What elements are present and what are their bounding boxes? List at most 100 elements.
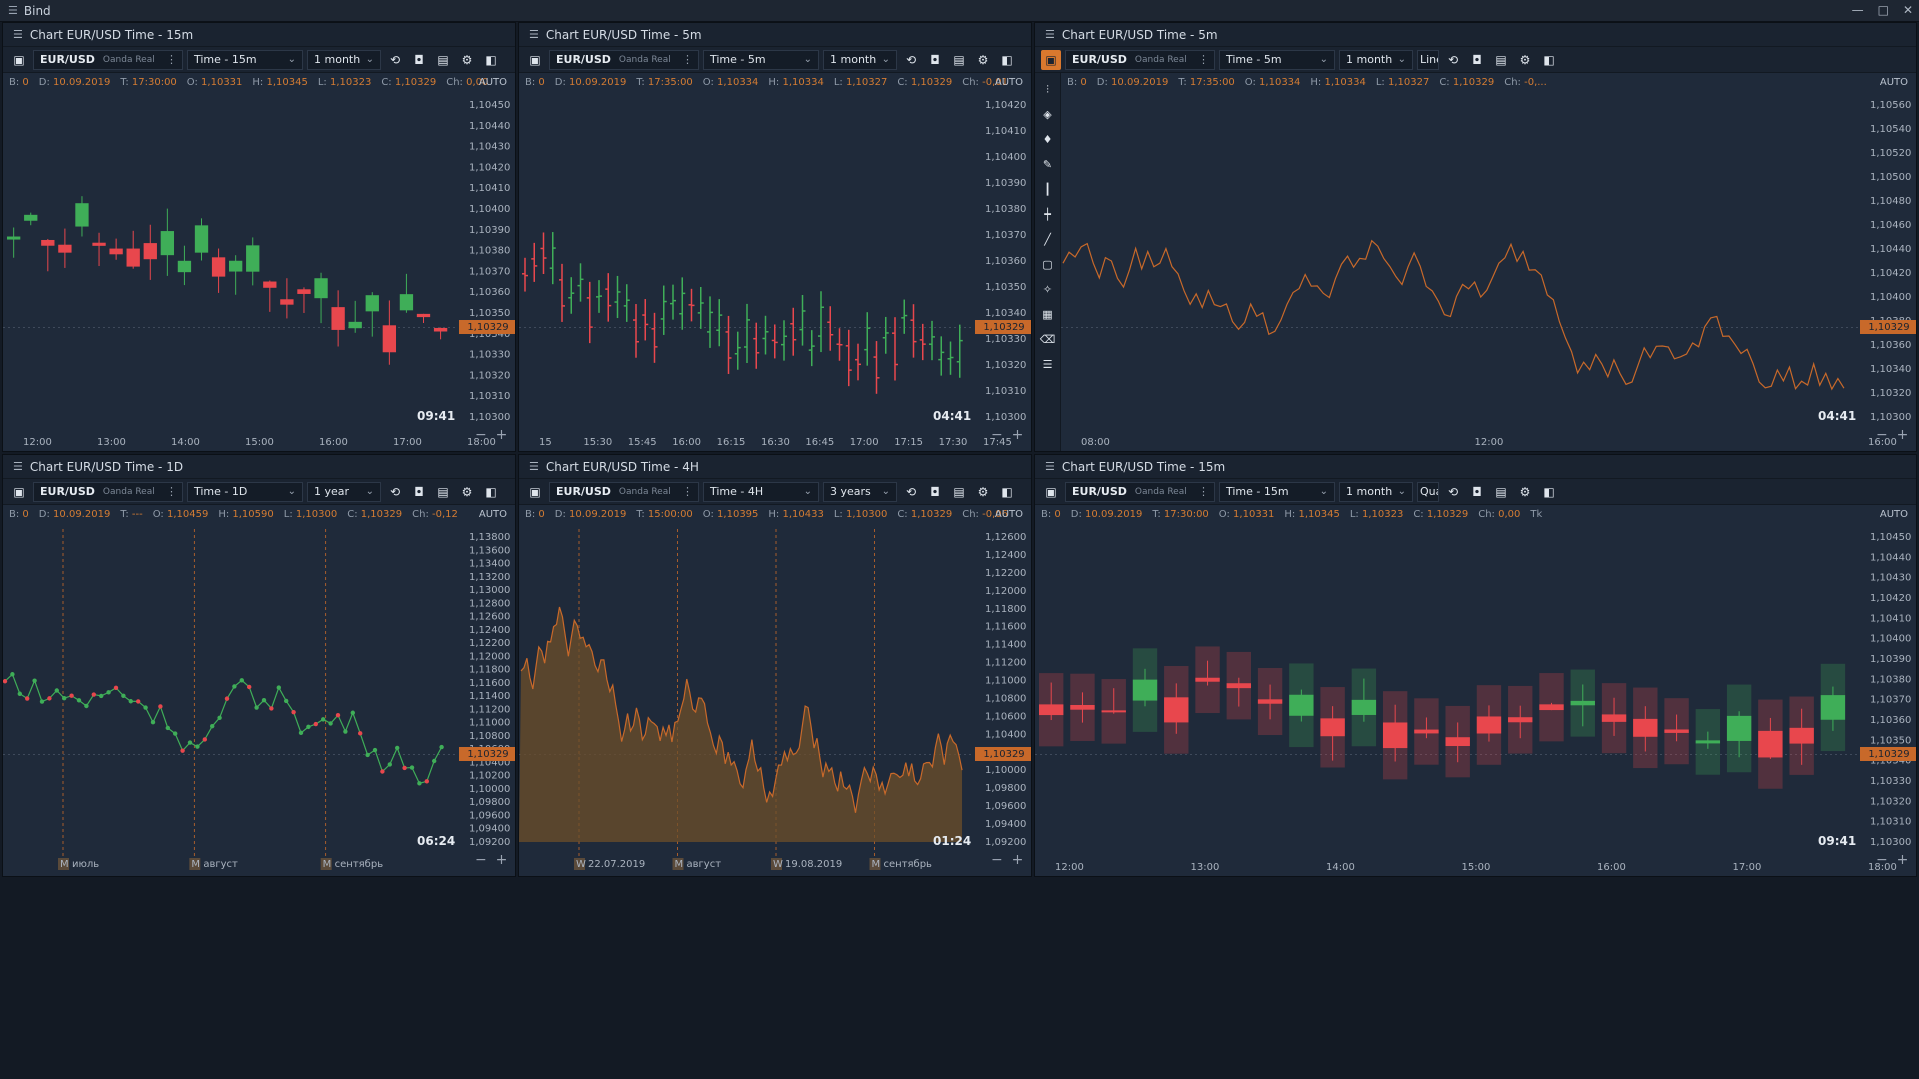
chart-panel[interactable]: ☰ Chart EUR/USD Time - 15m ▣ EUR/USD Oand…: [2, 22, 516, 452]
sync-icon[interactable]: ⟲: [1447, 484, 1459, 499]
minimize-icon[interactable]: —: [1851, 3, 1864, 17]
timeframe-dropdown[interactable]: Time - 5m ⌄: [1219, 49, 1335, 70]
sync-icon[interactable]: ⟲: [905, 484, 917, 499]
auto-scale-button[interactable]: AUTO: [994, 77, 1023, 88]
sync-icon[interactable]: ⟲: [389, 52, 401, 67]
symbol-selector[interactable]: EUR/USD Oanda Real ⋮: [1065, 481, 1215, 502]
layers-icon[interactable]: ◈: [1043, 108, 1052, 121]
list-icon[interactable]: ☰: [1042, 358, 1053, 371]
panel-menu-icon[interactable]: ☰: [1045, 28, 1055, 41]
timeframe-dropdown[interactable]: Time - 1D ⌄: [187, 481, 303, 502]
more-icon[interactable]: ⋮: [1198, 485, 1209, 498]
zoom-out-icon[interactable]: −: [1876, 852, 1888, 868]
rectangle-icon[interactable]: ▢: [1042, 258, 1053, 271]
zoom-in-icon[interactable]: +: [1896, 852, 1909, 868]
symbol-selector[interactable]: EUR/USD Oanda Real ⋮: [33, 481, 183, 502]
auto-scale-button[interactable]: AUTO: [1879, 509, 1908, 520]
symbol-selector[interactable]: EUR/USD Oanda Real ⋮: [549, 481, 699, 502]
price-chart[interactable]: 1,10420 1,10410 1,10400 1,10390 1,10380 1,103…: [519, 77, 1032, 452]
chart-style-dropdown[interactable]: Qua: [1417, 481, 1439, 502]
timeframe-dropdown[interactable]: Time - 4H ⌄: [703, 481, 819, 502]
zoom-out-icon[interactable]: −: [1876, 427, 1888, 443]
settings-icon[interactable]: ⚙: [461, 52, 473, 67]
panel-menu-icon[interactable]: ☰: [13, 460, 23, 473]
toggle-sidebar-icon[interactable]: ▣: [529, 484, 541, 499]
zoom-out-icon[interactable]: −: [475, 427, 487, 443]
mouse-icon[interactable]: ◘: [414, 52, 424, 67]
toggle-sidebar-icon[interactable]: ▣: [13, 484, 25, 499]
template-icon[interactable]: ▤: [953, 484, 965, 499]
more-icon[interactable]: ⋮: [1198, 53, 1209, 66]
period-dropdown[interactable]: 1 month ⌄: [823, 49, 897, 70]
toggle-sidebar-icon[interactable]: ▣: [529, 52, 541, 67]
more-icon[interactable]: ⋮: [682, 485, 693, 498]
more-icon[interactable]: ⋮: [166, 485, 177, 498]
settings-icon[interactable]: ⚙: [1519, 52, 1531, 67]
period-dropdown[interactable]: 1 month ⌄: [1339, 49, 1413, 70]
mouse-icon[interactable]: ◘: [930, 484, 940, 499]
period-dropdown[interactable]: 1 month ⌄: [307, 49, 381, 70]
settings-icon[interactable]: ⚙: [977, 484, 989, 499]
zoom-out-icon[interactable]: −: [991, 427, 1003, 443]
indicators-icon[interactable]: ⫶: [1046, 82, 1049, 96]
draw-icon[interactable]: ✎: [1042, 158, 1053, 171]
auto-scale-button[interactable]: AUTO: [478, 77, 507, 88]
alert-icon[interactable]: ♦: [1042, 133, 1053, 146]
zoom-out-icon[interactable]: −: [475, 852, 487, 868]
panel-layout-icon[interactable]: ◧: [485, 52, 497, 67]
close-icon[interactable]: ✕: [1902, 3, 1913, 17]
price-chart[interactable]: 1,13800 1,13600 1,13400 1,13200 1,13000 1,128…: [3, 509, 516, 877]
toggle-sidebar-icon[interactable]: ▣: [1045, 484, 1057, 499]
zoom-in-icon[interactable]: +: [1011, 427, 1024, 443]
maximize-icon[interactable]: □: [1877, 3, 1889, 17]
trend-line-icon[interactable]: ╱: [1044, 233, 1051, 246]
zoom-out-icon[interactable]: −: [991, 852, 1003, 868]
timeframe-dropdown[interactable]: Time - 15m ⌄: [187, 49, 303, 70]
zoom-in-icon[interactable]: +: [1896, 427, 1909, 443]
trash-icon[interactable]: ⌫: [1039, 333, 1056, 346]
zoom-in-icon[interactable]: +: [1011, 852, 1024, 868]
period-dropdown[interactable]: 3 years ⌄: [823, 481, 897, 502]
price-chart[interactable]: 1,10560 1,10540 1,10520 1,10500 1,10480 1,104…: [1061, 77, 1917, 452]
panel-menu-icon[interactable]: ☰: [529, 28, 539, 41]
sync-icon[interactable]: ⟲: [905, 52, 917, 67]
template-icon[interactable]: ▤: [437, 52, 449, 67]
sync-icon[interactable]: ⟲: [389, 484, 401, 499]
toggle-sidebar-icon[interactable]: ▣: [1041, 49, 1061, 70]
auto-scale-button[interactable]: AUTO: [994, 509, 1023, 520]
timeframe-dropdown[interactable]: Time - 5m ⌄: [703, 49, 819, 70]
toggle-sidebar-icon[interactable]: ▣: [13, 52, 25, 67]
template-icon[interactable]: ▤: [953, 52, 965, 67]
hamburger-icon[interactable]: ☰: [8, 4, 18, 17]
more-icon[interactable]: ⋮: [682, 53, 693, 66]
price-chart[interactable]: 1,12600 1,12400 1,12200 1,12000 1,11800 1,116…: [519, 509, 1032, 877]
auto-scale-button[interactable]: AUTO: [478, 509, 507, 520]
mouse-icon[interactable]: ◘: [414, 484, 424, 499]
chart-panel[interactable]: ☰ Chart EUR/USD Time - 5m ▣ EUR/USD Oanda…: [518, 22, 1032, 452]
horizontal-line-icon[interactable]: ┿: [1044, 208, 1051, 221]
period-dropdown[interactable]: 1 month ⌄: [1339, 481, 1413, 502]
template-icon[interactable]: ▤: [1495, 52, 1507, 67]
more-icon[interactable]: ⋮: [166, 53, 177, 66]
symbol-selector[interactable]: EUR/USD Oanda Real ⋮: [33, 49, 183, 70]
panel-menu-icon[interactable]: ☰: [529, 460, 539, 473]
mouse-icon[interactable]: ◘: [930, 52, 940, 67]
price-chart[interactable]: 1,10450 1,10440 1,10430 1,10420 1,10410 1,104…: [3, 77, 516, 452]
settings-icon[interactable]: ⚙: [461, 484, 473, 499]
sync-icon[interactable]: ⟲: [1447, 52, 1459, 67]
panel-layout-icon[interactable]: ◧: [485, 484, 497, 499]
chart-panel[interactable]: ☰ Chart EUR/USD Time - 5m ▣ EUR/USD Oanda…: [1034, 22, 1917, 452]
mouse-icon[interactable]: ◘: [1472, 484, 1482, 499]
panel-layout-icon[interactable]: ◧: [1001, 52, 1013, 67]
chart-panel[interactable]: ☰ Chart EUR/USD Time - 15m ▣ EUR/USD Oand…: [1034, 454, 1917, 877]
mouse-icon[interactable]: ◘: [1472, 52, 1482, 67]
panel-layout-icon[interactable]: ◧: [1543, 484, 1555, 499]
symbol-selector[interactable]: EUR/USD Oanda Real ⋮: [1065, 49, 1215, 70]
symbol-selector[interactable]: EUR/USD Oanda Real ⋮: [549, 49, 699, 70]
auto-scale-button[interactable]: AUTO: [1879, 77, 1908, 88]
panel-menu-icon[interactable]: ☰: [1045, 460, 1055, 473]
period-dropdown[interactable]: 1 year ⌄: [307, 481, 381, 502]
panel-layout-icon[interactable]: ◧: [1001, 484, 1013, 499]
zoom-in-icon[interactable]: +: [495, 427, 508, 443]
panel-menu-icon[interactable]: ☰: [13, 28, 23, 41]
